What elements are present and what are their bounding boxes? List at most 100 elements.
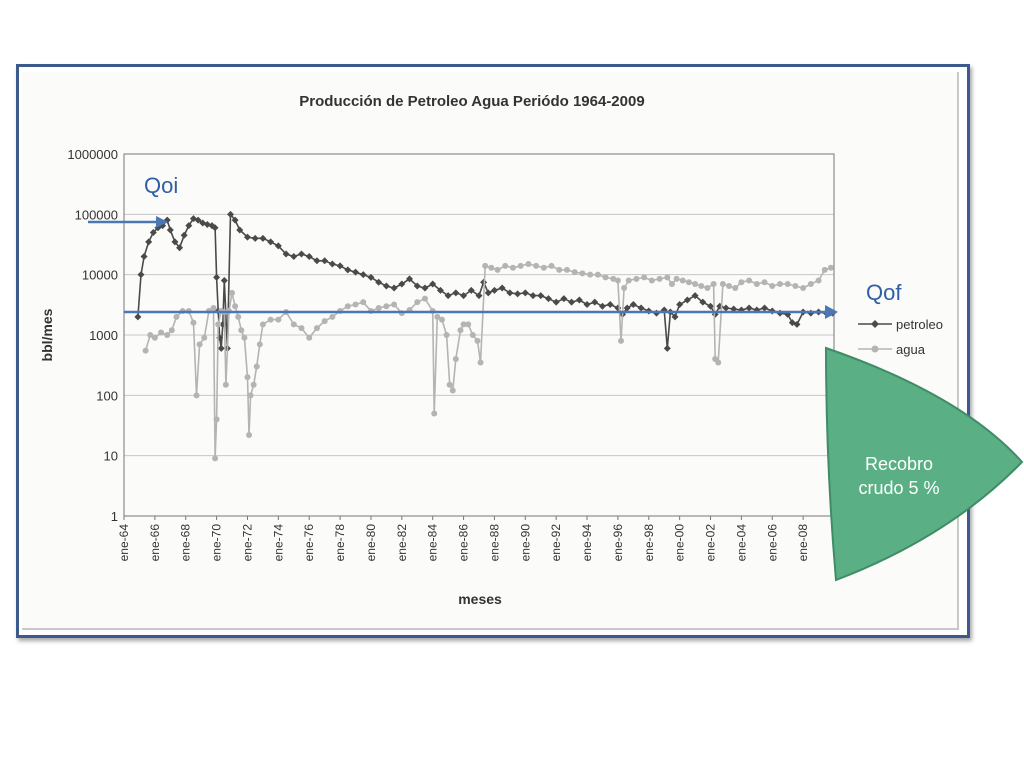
data-point-agua <box>190 319 197 326</box>
x-tick-label: ene-86 <box>457 524 471 562</box>
legend-agua-label: agua <box>896 342 926 357</box>
data-point-agua <box>158 329 165 336</box>
data-point-agua <box>815 277 822 284</box>
data-point-agua <box>306 334 313 341</box>
recobro-line-1: Recobro <box>864 454 934 474</box>
data-point-agua <box>656 275 663 282</box>
data-point-petroleo <box>436 286 444 294</box>
data-point-petroleo <box>259 234 267 242</box>
y-tick-label: 1000 <box>89 328 118 343</box>
data-point-petroleo <box>529 292 537 300</box>
x-tick-label: ene-72 <box>240 524 254 562</box>
data-point-agua <box>275 316 282 323</box>
data-point-agua <box>726 282 733 289</box>
legend-petroleo-marker <box>871 320 879 328</box>
data-point-petroleo <box>421 284 429 292</box>
data-point-petroleo <box>484 289 492 297</box>
x-axis-label: meses <box>458 591 502 607</box>
qoi-arrow <box>88 216 168 228</box>
data-point-agua <box>664 274 671 281</box>
data-point-petroleo <box>149 228 157 236</box>
series-line-petroleo <box>137 212 833 349</box>
data-point-agua <box>494 266 501 273</box>
data-point-agua <box>414 299 421 306</box>
x-tick-label: ene-74 <box>271 524 285 562</box>
data-point-agua <box>753 281 760 288</box>
data-point-petroleo <box>761 304 769 312</box>
y-tick-label: 100000 <box>75 207 118 222</box>
data-point-petroleo <box>375 278 383 286</box>
data-point-petroleo <box>134 313 142 321</box>
data-point-petroleo <box>606 301 614 309</box>
data-point-agua <box>488 264 495 271</box>
data-point-agua <box>460 321 467 328</box>
data-point-petroleo <box>390 284 398 292</box>
data-point-petroleo <box>227 210 234 218</box>
chart-title: Producción de Petroleo Agua Periódo 1964… <box>299 93 644 110</box>
data-point-petroleo <box>176 244 184 252</box>
data-point-agua <box>761 279 768 286</box>
data-point-petroleo <box>220 277 228 285</box>
y-tick-label: 10000 <box>82 268 118 283</box>
x-tick-label: ene-76 <box>302 524 316 562</box>
data-point-petroleo <box>707 302 715 310</box>
data-point-agua <box>298 325 305 332</box>
data-point-agua <box>710 281 717 288</box>
data-point-petroleo <box>537 292 545 300</box>
data-point-agua <box>201 334 208 341</box>
data-point-petroleo <box>552 298 560 306</box>
data-point-agua <box>438 316 445 323</box>
data-point-petroleo <box>137 271 145 279</box>
x-tick-label: ene-94 <box>580 524 594 562</box>
data-point-petroleo <box>521 289 529 297</box>
x-tick-label: ene-78 <box>333 524 347 562</box>
data-point-petroleo <box>359 271 367 279</box>
data-point-agua <box>256 341 263 348</box>
data-point-agua <box>375 305 382 312</box>
x-tick-label: ene-04 <box>734 524 748 562</box>
data-point-petroleo <box>467 286 475 294</box>
data-point-petroleo <box>730 305 738 313</box>
data-point-agua <box>196 341 203 348</box>
data-point-agua <box>594 271 601 278</box>
recobro-callout-shape <box>824 346 1024 582</box>
x-tick-label: ene-96 <box>611 524 625 562</box>
plot-area <box>123 153 835 517</box>
data-point-petroleo <box>583 301 591 309</box>
data-point-agua <box>746 277 753 284</box>
data-point-agua <box>210 305 217 312</box>
data-point-agua <box>715 359 722 366</box>
data-point-agua <box>648 277 655 284</box>
data-point-petroleo <box>663 344 671 352</box>
x-tick-label: ene-92 <box>549 524 563 562</box>
data-point-agua <box>246 432 253 439</box>
data-point-agua <box>517 262 524 269</box>
data-point-agua <box>290 321 297 328</box>
chart-legend: petroleo agua <box>858 317 943 357</box>
data-point-petroleo <box>321 257 329 265</box>
data-point-petroleo <box>305 253 313 261</box>
y-axis-label: bbl/mes <box>39 308 55 361</box>
data-point-agua <box>222 381 229 388</box>
data-point-agua <box>827 264 834 271</box>
data-point-petroleo <box>166 226 174 234</box>
data-point-petroleo <box>251 234 259 242</box>
data-point-agua <box>800 285 807 292</box>
data-point-petroleo <box>217 344 225 352</box>
data-point-agua <box>446 381 453 388</box>
data-point-petroleo <box>793 320 801 328</box>
data-point-petroleo <box>475 292 483 300</box>
data-point-petroleo <box>429 280 437 288</box>
data-point-petroleo <box>313 257 321 265</box>
data-point-agua <box>668 281 675 288</box>
data-point-agua <box>457 327 464 334</box>
x-tick-label: ene-80 <box>364 524 378 562</box>
data-point-petroleo <box>213 273 221 281</box>
data-point-petroleo <box>231 216 239 224</box>
data-point-petroleo <box>328 260 336 268</box>
data-point-petroleo <box>352 268 360 276</box>
x-tick-label: ene-64 <box>117 524 131 562</box>
data-point-petroleo <box>699 298 707 306</box>
data-point-petroleo <box>691 292 699 300</box>
